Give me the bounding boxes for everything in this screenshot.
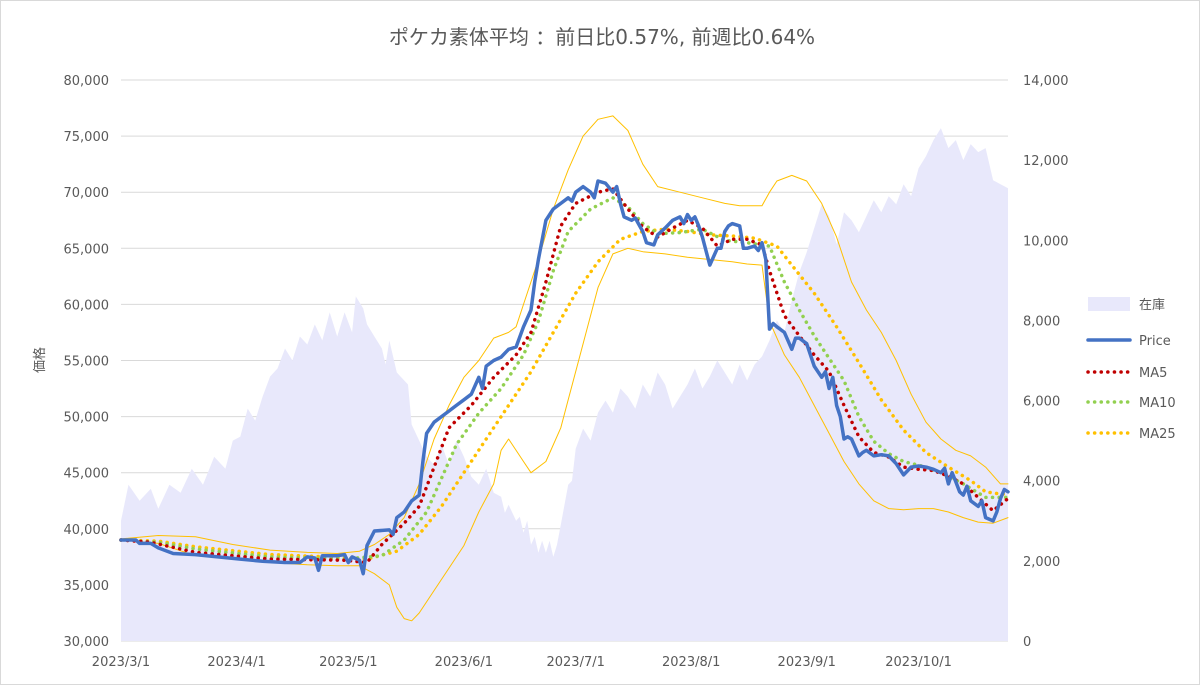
x-tick-label: 2023/10/1 [885,655,952,670]
y-tick-label: 45,000 [64,467,110,482]
series-lines [119,115,1010,622]
x-axis-ticks: 2023/3/1 2023/4/1 2023/5/1 2023/6/1 2023/7/1… [92,655,952,670]
chart-title: ポケカ素体平均 ：前日比0.57%, 前週比0.64% [389,25,815,49]
price-line [119,179,1010,576]
y2-tick-label: 4,000 [1023,475,1060,490]
y-tick-label: 80,000 [64,74,110,89]
x-tick-label: 2023/7/1 [546,655,604,670]
legend: 在庫 Price MA5 MA10 MA25 [1086,297,1176,442]
y-tick-label: 70,000 [64,186,110,201]
right-axis-ticks: 0 2,000 4,000 6,000 8,000 10,000 12,000 14,000 [1023,74,1069,650]
y-tick-label: 30,000 [64,635,110,650]
lower-band-line [120,247,1009,622]
y-axis-label: 価格 [32,347,48,373]
y2-tick-label: 0 [1023,635,1031,650]
upper-band-line [120,115,1009,554]
left-axis-ticks: 30,000 35,000 40,000 45,000 50,000 55,000 60,0… [64,74,110,650]
inventory-area [121,128,1008,642]
y-tick-label: 50,000 [64,411,110,426]
legend-label: MA25 [1139,427,1176,442]
y-tick-label: 75,000 [64,130,110,145]
legend-label: MA5 [1139,366,1167,381]
y-tick-label: 40,000 [64,523,110,538]
legend-label: MA10 [1139,396,1176,411]
y-tick-label: 35,000 [64,579,110,594]
y-tick-label: 55,000 [64,355,110,370]
legend-swatch-inventory [1088,297,1130,311]
x-tick-label: 2023/5/1 [319,655,377,670]
y2-tick-label: 6,000 [1023,395,1060,410]
legend-label: Price [1139,334,1171,349]
y2-tick-label: 10,000 [1023,234,1069,249]
legend-label: 在庫 [1139,298,1165,313]
x-tick-label: 2023/4/1 [207,655,265,670]
x-tick-label: 2023/8/1 [662,655,720,670]
x-tick-label: 2023/9/1 [778,655,836,670]
y2-tick-label: 2,000 [1023,555,1060,570]
y2-tick-label: 8,000 [1023,314,1060,329]
inventory-area-fill [121,128,1008,642]
x-tick-label: 2023/3/1 [92,655,150,670]
y-tick-label: 65,000 [64,242,110,257]
y2-tick-label: 14,000 [1023,74,1069,89]
y2-tick-label: 12,000 [1023,154,1069,169]
y-tick-label: 60,000 [64,298,110,313]
x-tick-label: 2023/6/1 [435,655,493,670]
